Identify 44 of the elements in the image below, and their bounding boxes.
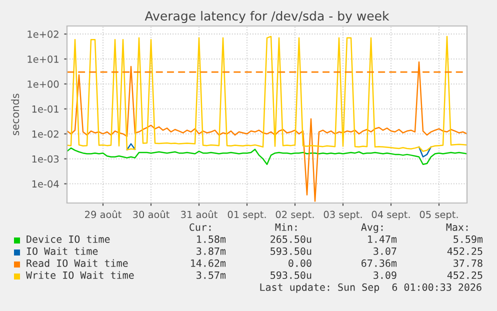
x-tick-label: 29 août (85, 210, 122, 218)
text: 37.78 (454, 259, 482, 267)
legend-label: Write IO Wait time (26, 271, 134, 279)
text: 5.59m (454, 235, 483, 243)
text: 1.58m (197, 235, 226, 243)
y-tick-label: 1e+00 (28, 80, 59, 88)
text: Max: (446, 223, 468, 231)
y-axis-title: seconds (11, 94, 20, 136)
line-series (67, 147, 467, 165)
text: 0.00 (288, 259, 312, 267)
y-tick-label: 1e-04 (32, 180, 59, 188)
text: 452.25 (447, 271, 482, 279)
text: Last update: Sun Sep 6 01:00:33 2026 (260, 283, 482, 293)
x-tick-label: 01 sept. (228, 210, 266, 220)
y-tick-label: 1e-03 (32, 155, 59, 163)
text: 3.57m (196, 271, 226, 279)
legend-label: Read IO Wait time (26, 259, 128, 267)
y-tick-label: 1e-02 (32, 130, 58, 138)
x-tick-label: 31 août (181, 210, 218, 218)
text: Avg: (361, 223, 383, 233)
chart-title: Average latency for /dev/sda - by week (144, 10, 390, 24)
text: 452.25 (447, 247, 482, 255)
text: 593.50u (270, 271, 312, 279)
y-tick-label: 1e+01 (28, 55, 58, 63)
text: 14.62m (191, 259, 226, 267)
x-tick-label: 05 sept. (420, 210, 458, 220)
text: 1.47m (368, 235, 397, 243)
text: Min: (275, 223, 297, 231)
x-tick-label: 30 août (133, 210, 170, 218)
legend-label: IO Wait time (26, 247, 98, 255)
text: 265.50u (270, 235, 312, 243)
line-series (67, 36, 467, 152)
text: 593.50u (270, 247, 312, 255)
text: 3.09 (374, 271, 396, 279)
x-tick-label: 03 sept. (324, 210, 362, 220)
y-tick-label: 1e+02 (28, 30, 58, 38)
text: 3.07 (374, 247, 396, 255)
x-tick-label: 04 sept. (372, 210, 410, 220)
legend-label: Device IO time (26, 235, 110, 243)
x-tick-label: 02 sept. (276, 210, 314, 220)
y-tick-label: 1e-01 (32, 105, 58, 113)
text: 67.36m (362, 259, 397, 267)
text: Cur: (190, 223, 211, 231)
text: 3.87m (196, 247, 226, 255)
